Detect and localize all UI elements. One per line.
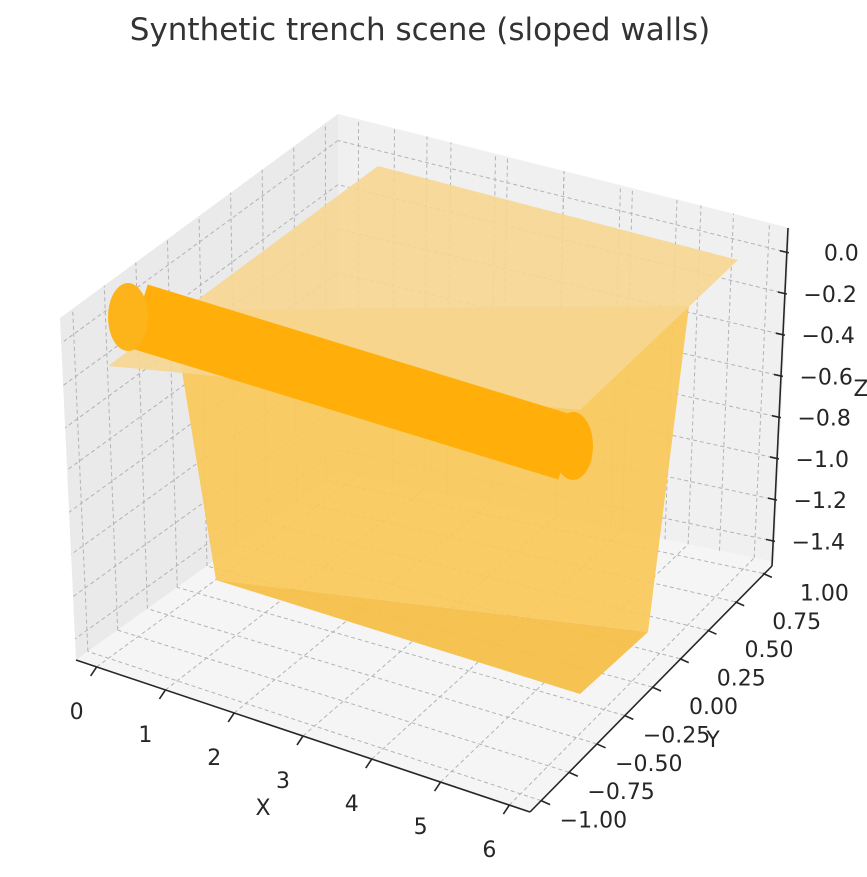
y-tick-mark	[540, 799, 551, 806]
y-tick-label: −0.75	[587, 780, 654, 805]
chart-title: Synthetic trench scene (sloped walls)	[130, 12, 710, 48]
z-tick-label: −0.4	[801, 324, 854, 349]
z-tick-mark	[773, 373, 784, 378]
x-tick-label: 0	[70, 700, 84, 725]
grid-line-y	[87, 650, 542, 802]
z-tick-mark	[779, 249, 789, 254]
y-tick-mark	[623, 714, 634, 721]
grid-line-z-wall	[74, 449, 339, 640]
z-tick-label: −0.8	[797, 407, 850, 432]
y-tick-label: −0.50	[615, 752, 682, 777]
z-tick-mark	[769, 456, 780, 460]
x-tick-mark	[158, 689, 167, 700]
z-tick-mark	[767, 497, 778, 501]
x-tick-mark	[227, 712, 235, 723]
y-axis-line	[529, 565, 773, 813]
grid-line-y	[147, 608, 597, 745]
y-tick-label: 0.50	[744, 638, 793, 663]
z-tick-mark	[777, 291, 788, 295]
z-tick-label: 0.0	[824, 242, 859, 267]
y-tick-mark	[568, 771, 579, 777]
y-axis-label: Y	[705, 728, 720, 753]
grid-line-z	[337, 140, 789, 254]
z-tick-label: −0.6	[799, 365, 852, 390]
grid-line-x	[509, 557, 755, 806]
x-tick-mark	[296, 735, 304, 746]
y-tick-mark	[762, 572, 773, 579]
y-tick-label: 0.25	[717, 667, 766, 692]
x-tick-mark	[89, 666, 98, 677]
x-tick-mark	[365, 758, 373, 769]
x-tick-label: 2	[207, 746, 221, 771]
z-tick-label: −1.2	[794, 489, 847, 514]
grid-line-y-wall	[72, 308, 89, 652]
y-tick-mark	[734, 601, 745, 607]
x-tick-label: 3	[276, 769, 290, 794]
z-tick-label: −0.2	[803, 283, 856, 308]
x-tick-mark	[433, 781, 442, 792]
y-tick-label: −1.00	[560, 809, 627, 834]
axis-ticks: 0 1 2 3 4 5 6 1.00 0.75 0.50 0.25 0.00 −0.25 −0.50 −0.…	[70, 242, 859, 863]
x-tick-label: 1	[138, 723, 152, 748]
y-tick-mark	[651, 686, 662, 692]
pipe-cylinder	[108, 283, 593, 480]
x-tick-mark	[502, 804, 511, 815]
y-tick-mark	[679, 657, 690, 664]
z-axis-line	[771, 227, 789, 567]
trench-floor	[216, 580, 648, 694]
x-tick-label: 5	[414, 815, 428, 840]
z-tick-mark	[771, 414, 782, 419]
z-tick-mark	[775, 332, 786, 336]
y-tick-label: −0.25	[643, 723, 710, 748]
z-tick-mark	[765, 538, 776, 543]
grid-line-y-wall	[103, 285, 119, 631]
y-tick-mark	[707, 629, 717, 635]
z-tick-label: −1.0	[796, 448, 849, 473]
y-tick-mark	[596, 743, 606, 749]
grid-line-y	[117, 629, 569, 773]
x-axis-label: X	[255, 796, 270, 821]
x-tick-label: 4	[345, 792, 359, 817]
grid-line-z-wall	[62, 184, 339, 386]
x-tick-label: 6	[482, 838, 496, 863]
grid-line-y	[177, 586, 625, 716]
y-tick-label: 0.00	[689, 695, 738, 720]
grid-line-wall	[719, 213, 734, 551]
y-tick-label: 1.00	[800, 581, 849, 606]
grid-line-z-wall	[60, 140, 339, 344]
y-tick-label: 0.75	[772, 610, 821, 635]
grid-line-z-wall	[68, 316, 339, 513]
z-axis-label: Z	[853, 377, 867, 402]
z-tick-label: −1.4	[792, 530, 845, 555]
